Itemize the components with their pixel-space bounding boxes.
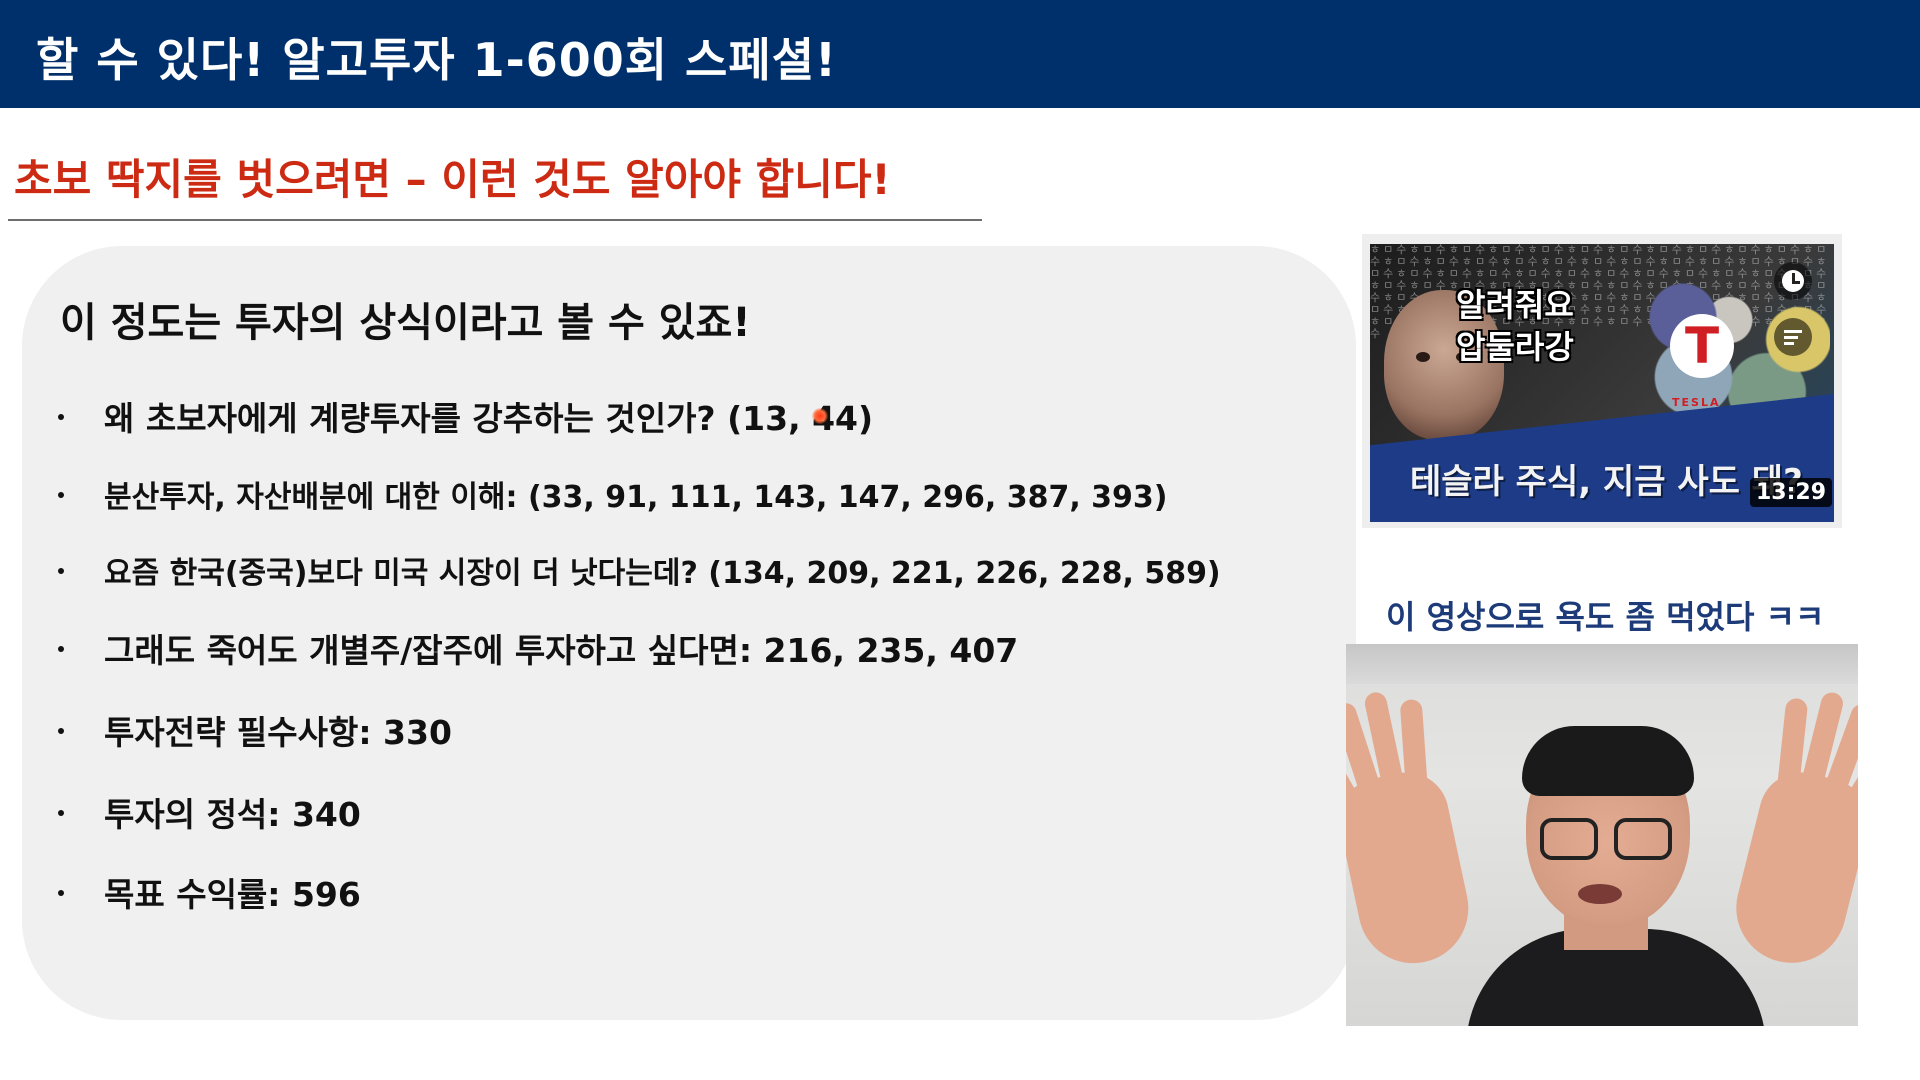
header-bar: 할 수 있다! 알고투자 1-600회 스페셜!	[0, 0, 1920, 108]
glasses-icon	[1614, 818, 1672, 860]
thumbnail-overlay-line2: 압둘라강	[1456, 328, 1574, 366]
bullet-text: 투자의 정석: 340	[104, 795, 361, 834]
bullet-text: 그래도 죽어도 개별주/잡주에 투자하고 싶다면: 216, 235, 407	[104, 631, 1019, 670]
thumbnail-caption: 이 영상으로 욕도 좀 먹었다 ㅋㅋ	[1386, 598, 1825, 636]
video-thumbnail[interactable]: ㅎㅁ수ㅎㅁ수ㅎㅁ수ㅎㅁ수ㅎㅁ수ㅎㅁ수ㅎㅁ수ㅎㅁ수ㅎㅁ수ㅎㅁ수ㅎㅁ수ㅎㅁ수ㅎㅁ수ㅎ…	[1370, 244, 1834, 522]
watch-later-icon[interactable]	[1774, 262, 1812, 300]
bullet-dot	[58, 728, 64, 734]
bullet-dot	[58, 568, 64, 574]
queue-icon-line	[1784, 342, 1794, 345]
content-card	[22, 246, 1356, 1020]
bullet-text: 분산투자, 자산배분에 대한 이해: (33, 91, 111, 143, 14…	[104, 480, 1168, 515]
bullet-text: 목표 수익률: 596	[104, 875, 361, 914]
bullet-text: 요즘 한국(중국)보다 미국 시장이 더 낫다는데? (134, 209, 22…	[104, 556, 1221, 591]
glasses-icon	[1540, 818, 1598, 860]
bullet-dot	[58, 890, 64, 896]
thumbnail-overlay-line1: 알려줘요	[1456, 286, 1574, 324]
bullet-text: 투자전략 필수사항: 330	[104, 713, 452, 752]
laser-pointer-icon	[812, 408, 828, 424]
thumbnail-eye	[1456, 352, 1470, 362]
bullet-dot	[58, 646, 64, 652]
bullet-dot	[58, 492, 64, 498]
thumbnail-person-face	[1384, 290, 1504, 440]
video-duration-badge: 13:29	[1750, 478, 1833, 507]
presenter-mouth	[1578, 884, 1622, 904]
webcam-video	[1346, 644, 1858, 1026]
subtitle-divider	[8, 219, 982, 221]
card-heading: 이 정도는 투자의 상식이라고 볼 수 있죠!	[60, 300, 751, 346]
queue-icon-line	[1784, 330, 1802, 333]
thumbnail-overlay-text: 알려줘요 압둘라강	[1456, 284, 1574, 368]
tesla-logo-icon	[1670, 314, 1734, 378]
thumbnail-banner-title: 테슬라 주식, 지금 사도 돼?	[1410, 462, 1803, 502]
thumbnail-brand-text: TESLA	[1672, 396, 1721, 409]
bullet-text: 왜 초보자에게 계량투자를 강추하는 것인가? (13, 44)	[104, 399, 874, 438]
clock-hand	[1792, 273, 1795, 283]
webcam-ceiling	[1346, 644, 1858, 684]
add-to-queue-icon[interactable]	[1774, 318, 1812, 356]
right-hand	[1724, 690, 1858, 975]
thumbnail-eye	[1416, 352, 1430, 362]
clock-hand	[1792, 281, 1800, 284]
left-hand	[1346, 690, 1479, 974]
presenter-hair	[1522, 726, 1694, 796]
bullet-dot	[58, 810, 64, 816]
tesla-t-glyph: T	[1684, 317, 1720, 375]
finger	[1399, 698, 1429, 797]
page-title: 할 수 있다! 알고투자 1-600회 스페셜!	[36, 33, 837, 87]
section-subtitle: 초보 딱지를 벗으려면 – 이런 것도 알아야 합니다!	[14, 155, 891, 204]
queue-icon-line	[1784, 336, 1798, 339]
bullet-dot	[58, 414, 64, 420]
